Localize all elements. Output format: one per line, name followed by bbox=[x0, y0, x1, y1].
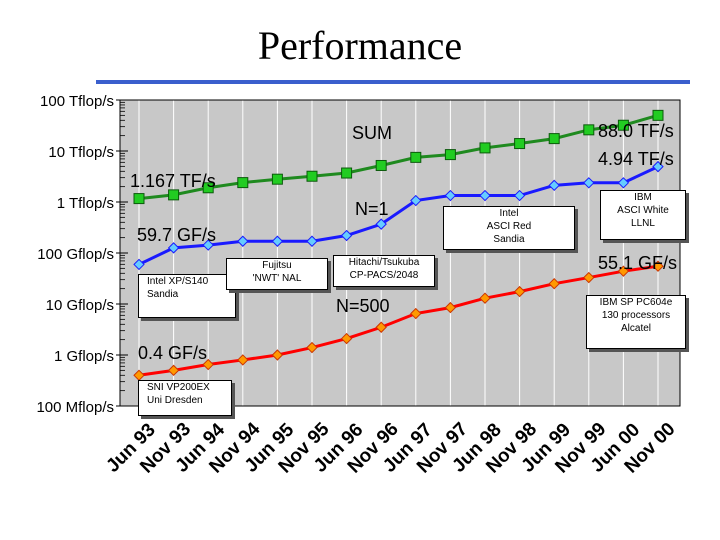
data-point bbox=[237, 354, 249, 366]
data-point bbox=[133, 193, 145, 205]
data-point bbox=[306, 235, 318, 247]
data-point bbox=[444, 301, 457, 314]
data-point bbox=[583, 177, 595, 189]
data-point bbox=[652, 109, 664, 121]
title-rule bbox=[96, 80, 690, 84]
series-line bbox=[138, 113, 659, 201]
series-line bbox=[138, 165, 659, 266]
data-point bbox=[444, 149, 456, 161]
data-point bbox=[410, 307, 422, 320]
data-point bbox=[167, 242, 180, 254]
data-point bbox=[548, 179, 560, 192]
data-point bbox=[271, 173, 283, 185]
y-tick-label: 1 Gflop/s bbox=[54, 348, 114, 365]
data-point bbox=[514, 138, 526, 150]
note-sni: SNI VP200EX Uni Dresden bbox=[138, 380, 232, 416]
data-point bbox=[168, 189, 180, 201]
data-point bbox=[167, 364, 180, 377]
data-point bbox=[340, 332, 353, 345]
y-tick-label: 10 Gflop/s bbox=[46, 297, 114, 314]
annotation-n500-start: 0.4 GF/s bbox=[138, 343, 207, 363]
y-tick-label: 100 Gflop/s bbox=[37, 246, 114, 263]
data-point bbox=[271, 235, 284, 247]
data-point bbox=[652, 160, 664, 173]
data-point bbox=[617, 177, 630, 189]
data-point bbox=[548, 133, 560, 145]
note-ibm-sp: IBM SP PC604e 130 processors Alcatel bbox=[586, 295, 686, 349]
note-intel-red: Intel ASCI Red Sandia bbox=[443, 206, 575, 250]
data-point bbox=[340, 229, 353, 242]
series-line bbox=[138, 264, 659, 377]
data-point bbox=[375, 218, 387, 230]
data-point bbox=[479, 142, 491, 154]
note-ibm-white: IBM ASCI White LLNL bbox=[600, 190, 686, 240]
plot-area bbox=[120, 100, 680, 406]
data-point bbox=[513, 285, 526, 298]
data-point bbox=[444, 189, 457, 202]
page-title: Performance bbox=[257, 23, 463, 68]
data-point bbox=[237, 177, 249, 189]
y-tick-label: 10 Tflop/s bbox=[48, 144, 114, 161]
annotation-n500-label: N=500 bbox=[336, 296, 390, 316]
data-point bbox=[652, 260, 664, 272]
data-point bbox=[202, 182, 214, 194]
data-point bbox=[410, 194, 422, 207]
data-point bbox=[583, 124, 595, 136]
data-point bbox=[479, 292, 491, 304]
annotation-n1-end: 4.94 TF/s bbox=[598, 149, 674, 169]
data-point bbox=[202, 239, 214, 251]
data-point bbox=[583, 271, 595, 284]
data-point bbox=[375, 159, 387, 171]
data-point bbox=[617, 119, 629, 131]
data-point bbox=[479, 189, 491, 202]
data-point bbox=[237, 235, 249, 247]
annotation-n500-end: 55.1 GF/s bbox=[598, 253, 677, 273]
y-tick-label: 100 Mflop/s bbox=[36, 399, 114, 416]
data-point bbox=[271, 349, 284, 361]
y-tick-label: 100 Tflop/s bbox=[40, 93, 114, 110]
data-point bbox=[133, 258, 145, 271]
data-point bbox=[375, 321, 387, 333]
data-point bbox=[513, 189, 526, 202]
note-intel-xp: Intel XP/S140 Sandia bbox=[138, 274, 236, 318]
data-point bbox=[548, 277, 560, 290]
annotation-sum-start: 1.167 TF/s bbox=[130, 171, 216, 191]
annotation-sum-label: SUM bbox=[352, 123, 392, 143]
data-point bbox=[410, 151, 422, 163]
data-point bbox=[306, 341, 318, 354]
data-point bbox=[306, 170, 318, 182]
y-tick-label: 1 Tflop/s bbox=[57, 195, 114, 212]
data-point bbox=[617, 265, 630, 277]
note-hitachi: Hitachi/Tsukuba CP-PACS/2048 bbox=[333, 255, 435, 287]
data-point bbox=[341, 167, 353, 179]
data-point bbox=[202, 358, 214, 371]
annotation-n1-start: 59.7 GF/s bbox=[137, 225, 216, 245]
annotation-sum-end: 88.0 TF/s bbox=[598, 121, 674, 141]
plot-border bbox=[119, 99, 681, 407]
annotation-n1-label: N=1 bbox=[355, 199, 389, 219]
note-fujitsu: Fujitsu 'NWT' NAL bbox=[226, 258, 328, 290]
